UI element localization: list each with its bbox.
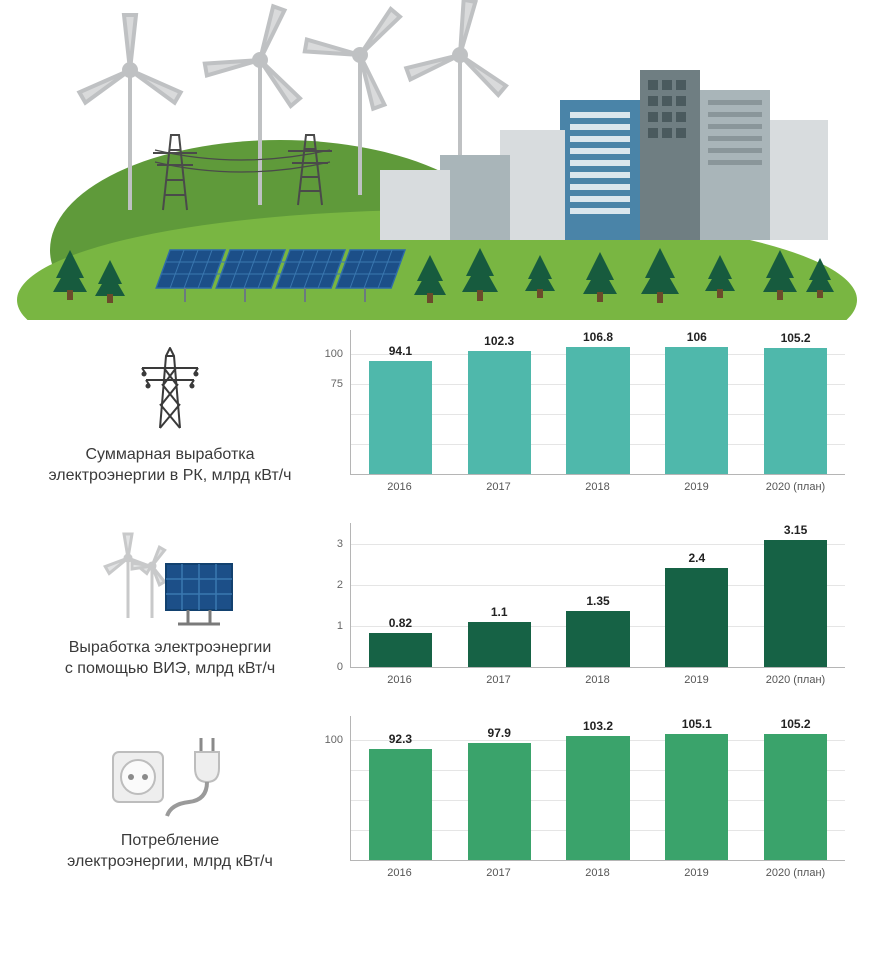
x-labels: 20162017201820192020 (план) xyxy=(350,861,845,891)
bar-value-label: 97.9 xyxy=(488,726,511,740)
chart-caption-line2: электроэнергии в РК, млрд кВт/ч xyxy=(48,465,291,487)
x-tick-label: 2017 xyxy=(449,475,548,505)
x-tick-label: 2017 xyxy=(449,861,548,891)
x-tick-label: 2016 xyxy=(350,475,449,505)
x-tick-label: 2018 xyxy=(548,861,647,891)
bar xyxy=(468,622,531,667)
y-tick-label: 100 xyxy=(325,348,351,360)
bar xyxy=(566,347,629,474)
hero-illustration xyxy=(0,0,875,320)
x-tick-label: 2019 xyxy=(647,861,746,891)
bar xyxy=(369,749,432,860)
y-tick-label: 2 xyxy=(337,579,351,591)
chart-caption-line1: Потребление xyxy=(67,830,273,852)
bar-slot: 94.1 xyxy=(351,330,450,474)
bar-slot: 2.4 xyxy=(647,523,746,667)
chart-consumption: 10092.397.9103.2105.1105.220162017201820… xyxy=(310,716,845,891)
x-tick-label: 2020 (план) xyxy=(746,668,845,698)
bar xyxy=(764,348,827,474)
chart-label: Выработка электроэнергии с помощью ВИЭ, … xyxy=(30,523,310,698)
bar xyxy=(566,611,629,667)
y-tick-label: 0 xyxy=(337,661,351,673)
x-tick-label: 2018 xyxy=(548,475,647,505)
bar xyxy=(369,633,432,667)
chart-caption-line1: Суммарная выработка xyxy=(48,444,291,466)
bar xyxy=(468,743,531,860)
x-labels: 20162017201820192020 (план) xyxy=(350,668,845,698)
chart-row-renewable: Выработка электроэнергии с помощью ВИЭ, … xyxy=(30,523,845,698)
bar-value-label: 1.1 xyxy=(491,605,508,619)
bars: 92.3 97.9 103.2 105.1 105.2 xyxy=(351,716,845,860)
bar-value-label: 105.1 xyxy=(682,717,712,731)
bar xyxy=(764,734,827,860)
bar-slot: 102.3 xyxy=(450,330,549,474)
y-tick-label: 1 xyxy=(337,620,351,632)
chart-label: Потребление электроэнергии, млрд кВт/ч xyxy=(30,716,310,891)
chart-caption-line2: с помощью ВИЭ, млрд кВт/ч xyxy=(65,658,275,680)
bar-value-label: 105.2 xyxy=(781,331,811,345)
chart-plot: 01230.821.11.352.43.15 xyxy=(350,523,845,668)
x-labels: 20162017201820192020 (план) xyxy=(350,475,845,505)
x-tick-label: 2020 (план) xyxy=(746,861,845,891)
bar-slot: 97.9 xyxy=(450,716,549,860)
bar-slot: 1.1 xyxy=(450,523,549,667)
bar xyxy=(566,736,629,860)
bar-value-label: 92.3 xyxy=(389,732,412,746)
x-tick-label: 2016 xyxy=(350,668,449,698)
bar-value-label: 102.3 xyxy=(484,334,514,348)
chart-total-generation: 7510094.1102.3106.8106105.22016201720182… xyxy=(310,330,845,505)
bar-value-label: 103.2 xyxy=(583,719,613,733)
bar xyxy=(665,734,728,860)
x-tick-label: 2019 xyxy=(647,668,746,698)
chart-row-consumption: Потребление электроэнергии, млрд кВт/ч 1… xyxy=(30,716,845,891)
bar-slot: 105.1 xyxy=(647,716,746,860)
y-tick-label: 75 xyxy=(331,378,351,390)
bar-value-label: 1.35 xyxy=(586,594,609,608)
bar-slot: 105.2 xyxy=(746,716,845,860)
bar-slot: 105.2 xyxy=(746,330,845,474)
chart-row-total-generation: Суммарная выработка электроэнергии в РК,… xyxy=(30,330,845,505)
chart-caption-line2: электроэнергии, млрд кВт/ч xyxy=(67,851,273,873)
bar-value-label: 3.15 xyxy=(784,523,807,537)
bar-value-label: 106.8 xyxy=(583,330,613,344)
bars: 94.1 102.3 106.8 106 105.2 xyxy=(351,330,845,474)
y-tick-label: 3 xyxy=(337,538,351,550)
bar-slot: 103.2 xyxy=(549,716,648,860)
bar xyxy=(665,347,728,474)
chart-plot: 10092.397.9103.2105.1105.2 xyxy=(350,716,845,861)
bar-slot: 0.82 xyxy=(351,523,450,667)
bar xyxy=(468,351,531,474)
x-tick-label: 2016 xyxy=(350,861,449,891)
x-tick-label: 2019 xyxy=(647,475,746,505)
chart-plot: 7510094.1102.3106.8106105.2 xyxy=(350,330,845,475)
bar xyxy=(369,361,432,474)
bar-value-label: 105.2 xyxy=(781,717,811,731)
bar-slot: 3.15 xyxy=(746,523,845,667)
charts-container: Суммарная выработка электроэнергии в РК,… xyxy=(0,320,875,891)
bar-value-label: 2.4 xyxy=(688,551,705,565)
bar xyxy=(764,540,827,667)
x-tick-label: 2020 (план) xyxy=(746,475,845,505)
bar-value-label: 94.1 xyxy=(389,344,412,358)
bar-value-label: 106 xyxy=(687,330,707,344)
bar-slot: 106 xyxy=(647,330,746,474)
renewable-icon xyxy=(100,523,240,637)
bar-value-label: 0.82 xyxy=(389,616,412,630)
bar-slot: 92.3 xyxy=(351,716,450,860)
x-tick-label: 2018 xyxy=(548,668,647,698)
chart-label: Суммарная выработка электроэнергии в РК,… xyxy=(30,330,310,505)
bar xyxy=(665,568,728,667)
x-tick-label: 2017 xyxy=(449,668,548,698)
bars: 0.82 1.1 1.35 2.4 3.15 xyxy=(351,523,845,667)
chart-renewable: 0 1 2 3 0.82 1.1 1.35 2.4 3.15 201620172018201920… xyxy=(310,523,845,698)
bar-slot: 106.8 xyxy=(549,330,648,474)
plug-icon xyxy=(105,716,235,830)
y-tick-label: 100 xyxy=(325,734,351,746)
chart-caption-line1: Выработка электроэнергии xyxy=(65,637,275,659)
pylon-icon xyxy=(134,330,206,444)
bar-slot: 1.35 xyxy=(549,523,648,667)
